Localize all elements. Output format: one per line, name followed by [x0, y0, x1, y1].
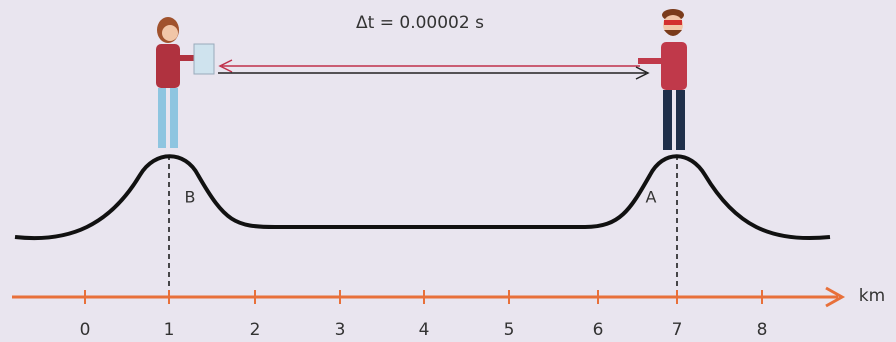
- axis-tick-label: 8: [757, 320, 768, 340]
- axis-tick-label: 4: [419, 320, 430, 340]
- point-label: B: [185, 188, 196, 207]
- axis-tick-label: 6: [593, 320, 604, 340]
- axis-tick-label: 2: [250, 320, 261, 340]
- axis-tick-label: 1: [164, 320, 175, 340]
- point-label: A: [646, 188, 657, 207]
- time-label: Δt = 0.00002 s: [356, 13, 484, 33]
- page: {"measurement": "Δt = 0.00002 s", "point…: [0, 0, 896, 342]
- axis-tick-label: 5: [504, 320, 515, 340]
- axis-tick-label: 7: [672, 320, 683, 340]
- axis-unit: km: [859, 286, 885, 306]
- axis-tick-label: 0: [80, 320, 91, 340]
- axis-tick-label: 3: [335, 320, 346, 340]
- diagram: Δt = 0.00002 s B A km 0 1 2 3 4 5 6 7 8: [0, 0, 896, 342]
